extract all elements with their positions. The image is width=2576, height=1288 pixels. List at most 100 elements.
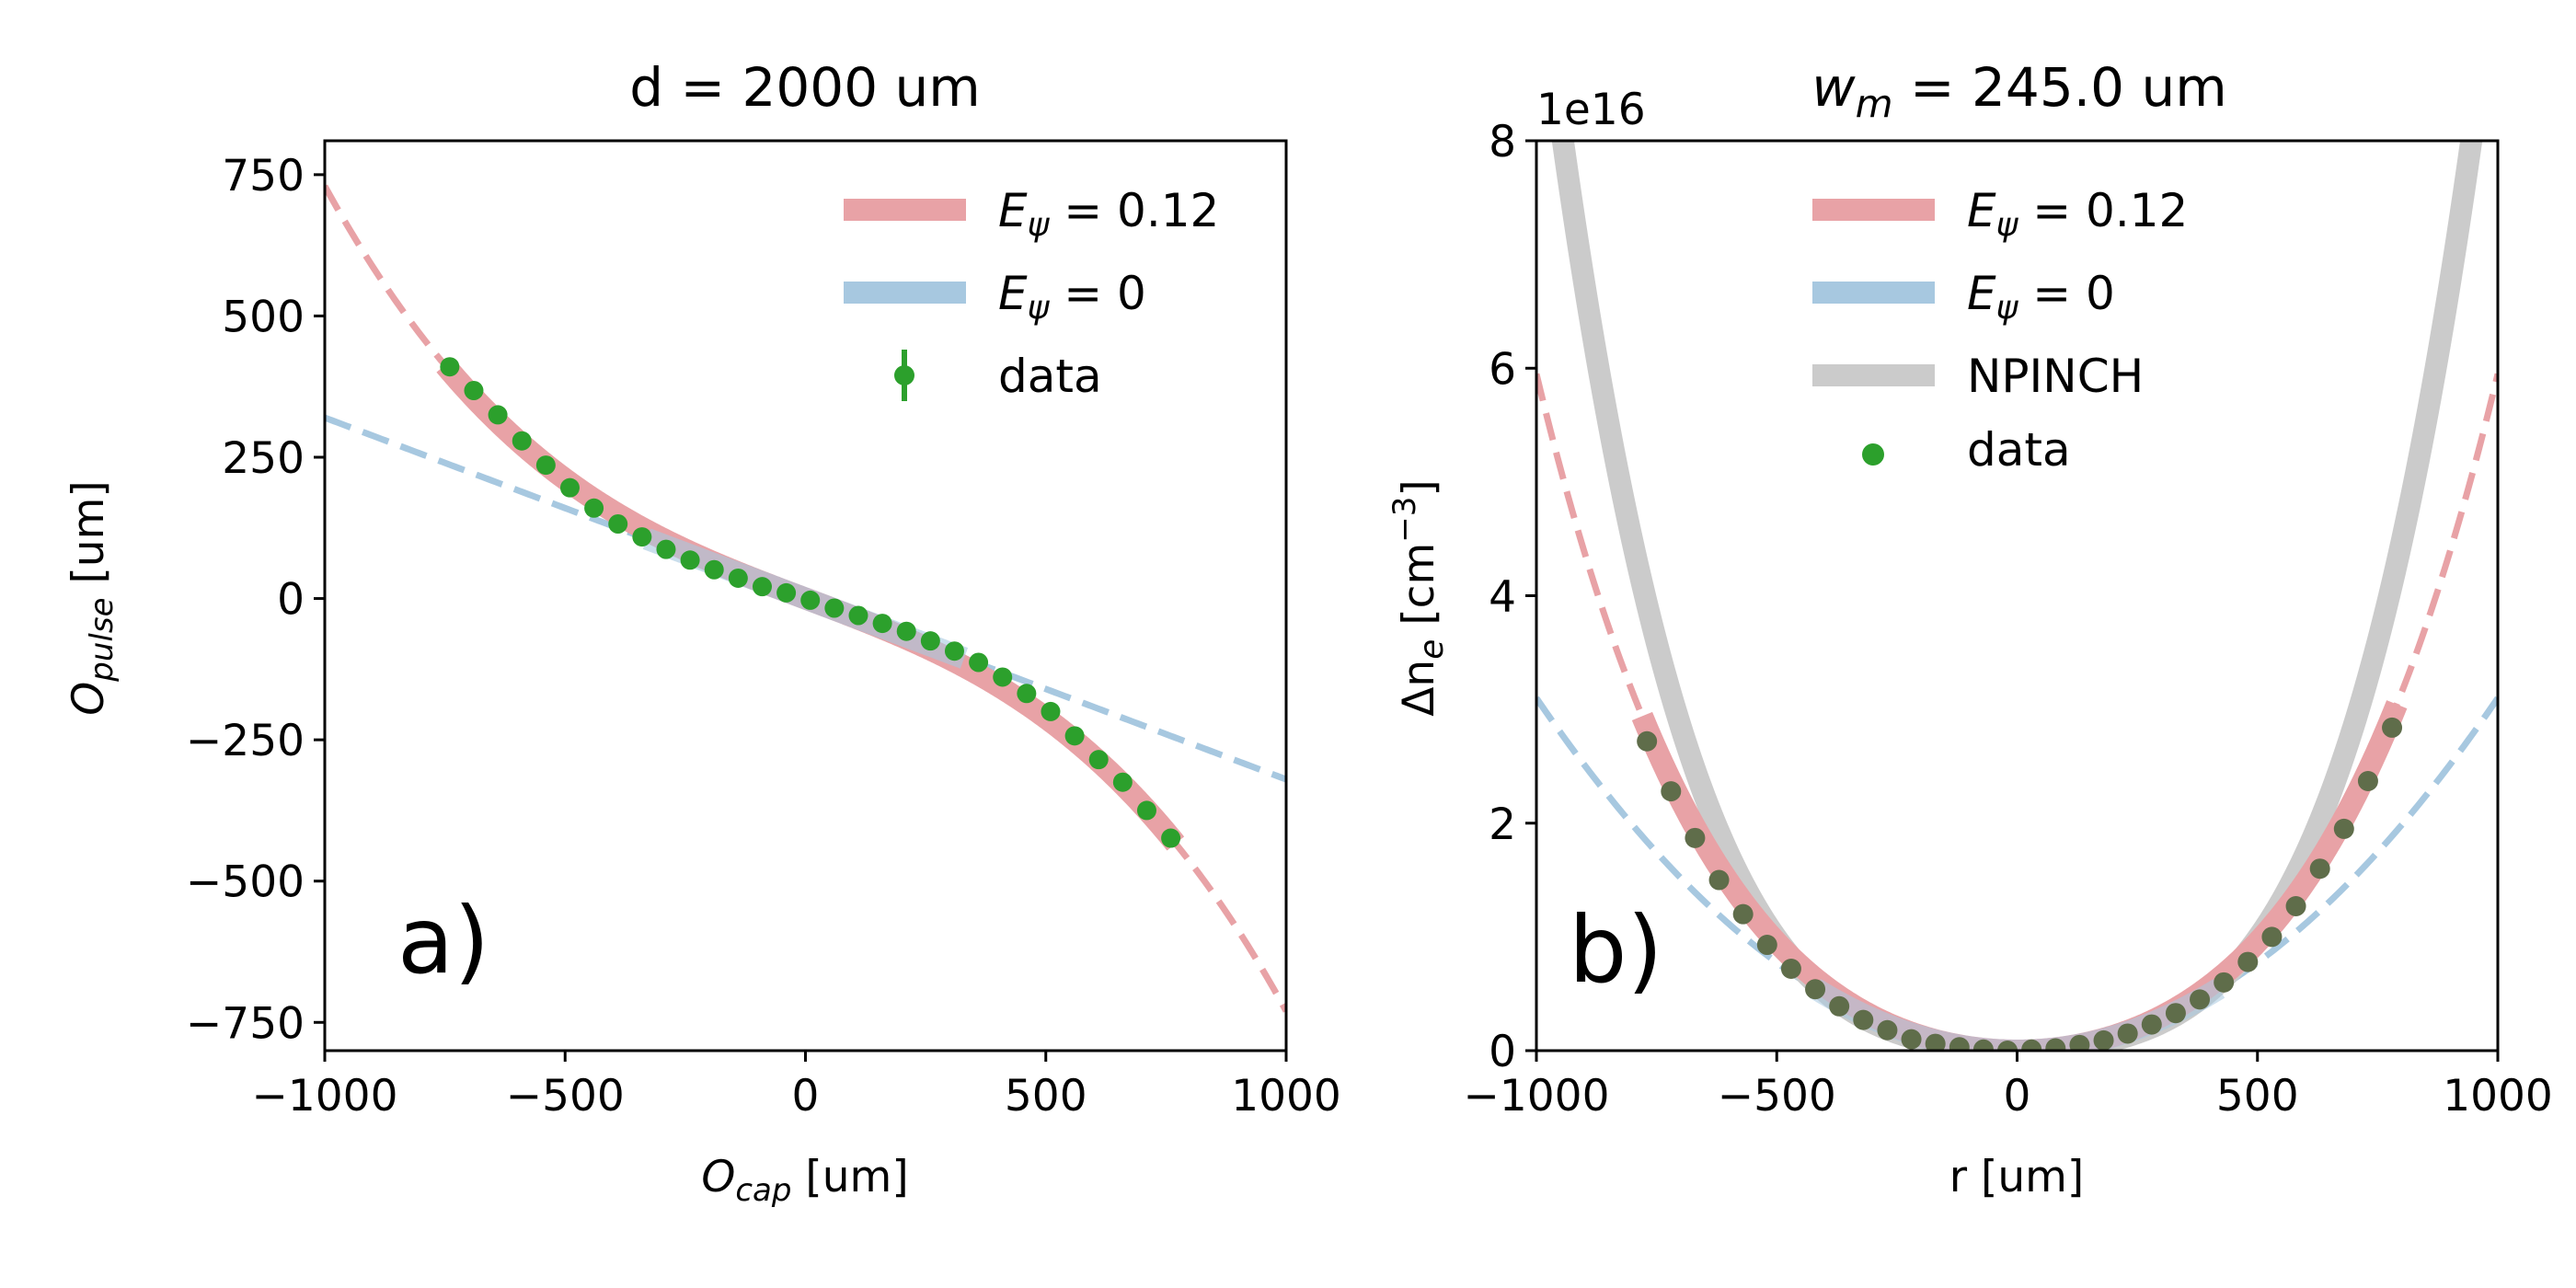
panel-a-data-point [680, 550, 700, 570]
panel-a-data-point [728, 568, 748, 588]
panel-b-data-point [1780, 958, 1801, 979]
panel-a-data-point [872, 614, 892, 634]
panel-a: d = 2000 um −1000 −500 0 500 1000 −750 −500 −2… [63, 56, 1341, 1209]
legend-a-marker-data [894, 365, 914, 385]
panel-b-x-tick-label: 1000 [2443, 1071, 2553, 1121]
panel-a-blue-dashed-line [325, 414, 1286, 783]
panel-a-x-tick-label: 500 [1005, 1071, 1087, 1121]
panel-a-data-point [512, 431, 532, 451]
panel-a-ylabel-unit: [um] [63, 480, 114, 597]
panel-b-data-point [1708, 869, 1730, 891]
panel-a-data-point [632, 527, 652, 547]
panel-a-data-point [584, 498, 604, 518]
panel-a-data-point [488, 405, 508, 425]
panel-b-offset-text: 1e16 [1536, 85, 1646, 135]
panel-b-data-point [2045, 1038, 2066, 1051]
panel-a-y-axis-label: Opulse [um] [63, 480, 121, 715]
panel-b-x-tick-label: 500 [2216, 1071, 2299, 1121]
panel-b-data-point [1901, 1029, 1922, 1050]
panel-b-data-point [1949, 1037, 1970, 1051]
panel-a-y-ticks: −750 −500 −250 0 250 500 750 [186, 151, 325, 1049]
panel-a-x-tick-label: 1000 [1231, 1071, 1341, 1121]
panel-a-data-point [848, 605, 868, 626]
panel-b-y-ticks: 0 2 4 6 8 [1489, 117, 1536, 1077]
panel-b: wm = 245.0 um 1e16 −1000 −500 0 500 1000 0 2 4… [1386, 56, 2553, 1202]
panel-b-blue-dashed-line [1536, 696, 2498, 1051]
panel-a-data-point [704, 559, 724, 580]
panel-a-title: d = 2000 um [629, 56, 981, 119]
panel-a-data-point [1064, 726, 1085, 746]
panel-b-data-point [1756, 935, 1777, 956]
panel-a-data-point [440, 357, 460, 377]
panel-a-data-point [559, 477, 580, 498]
panel-b-data-point [1972, 1039, 1994, 1051]
panel-a-x-tick-label: −1000 [252, 1071, 398, 1121]
panel-b-data-point [2117, 1023, 2138, 1044]
panel-b-y-tick-label: 4 [1489, 572, 1516, 623]
panel-a-x-tick-label: −500 [506, 1071, 625, 1121]
panel-b-data-point [2165, 1003, 2186, 1024]
panel-b-data-point [2285, 896, 2306, 916]
panel-a-x-axis-label: Ocap [um] [701, 1152, 908, 1209]
legend-b-label-blue: Eψ = 0 [1967, 267, 2115, 327]
panel-b-npinch-band [1551, 141, 2483, 1051]
panel-a-y-tick-label: 250 [222, 433, 305, 484]
panel-a-data-point [464, 381, 484, 401]
panel-a-data-point [1017, 684, 1037, 704]
panel-b-data-point [2333, 818, 2354, 839]
panel-a-data-point [944, 641, 964, 661]
panel-b-data-point [1829, 995, 1850, 1017]
panel-b-title: wm = 245.0 um [1811, 56, 2227, 126]
panel-b-data-point [2093, 1029, 2114, 1051]
legend-b-label-npinch: NPINCH [1967, 350, 2144, 403]
panel-b-x-tick-label: −1000 [1464, 1071, 1610, 1121]
panel-b-data-point [1925, 1033, 1946, 1051]
panel-b-data-point [2021, 1039, 2042, 1051]
panel-a-data-points [440, 357, 1181, 848]
panel-b-y-tick-label: 8 [1489, 117, 1516, 167]
panel-a-label: a) [397, 887, 489, 995]
panel-a-x-ticks: −1000 −500 0 500 1000 [252, 1051, 1341, 1121]
legend-a-label-data: data [998, 350, 1102, 403]
panel-a-data-point [824, 598, 845, 618]
panel-a-y-tick-label: −250 [186, 716, 305, 766]
panel-b-data-point [1661, 781, 1682, 802]
panel-a-data-point [993, 667, 1013, 687]
panel-b-data-point [2261, 926, 2283, 948]
panel-b-data-point [1732, 903, 1754, 925]
panel-b-y-tick-label: 6 [1489, 344, 1516, 395]
panel-a-data-point [752, 577, 772, 597]
panel-a-data-point [1041, 701, 1061, 721]
panel-a-legend: Eψ = 0.12 Eψ = 0 data [844, 184, 1219, 403]
panel-b-data-point [1685, 827, 1706, 848]
panel-a-data-point [656, 539, 676, 559]
panel-a-data-point [969, 652, 989, 673]
panel-b-x-axis-label: r [um] [1949, 1152, 2085, 1202]
panel-b-y-tick-label: 0 [1489, 1027, 1516, 1077]
panel-a-data-point [776, 582, 797, 603]
panel-a-data-point [1112, 772, 1133, 792]
panel-b-data-point [2382, 717, 2403, 738]
panel-b-legend: Eψ = 0.12 Eψ = 0 NPINCH data [1812, 184, 2188, 477]
panel-a-data-point [800, 590, 821, 610]
panel-b-data-points [1637, 717, 2403, 1051]
panel-b-data-point [2141, 1014, 2162, 1035]
panel-b-data-point [1997, 1041, 2018, 1051]
panel-a-y-tick-label: 500 [222, 292, 305, 342]
panel-b-data-point [2190, 989, 2211, 1010]
panel-a-y-tick-label: 750 [222, 151, 305, 201]
legend-a-label-blue: Eψ = 0 [998, 267, 1146, 327]
panel-b-data-point [2214, 972, 2235, 993]
panel-b-label: b) [1569, 896, 1663, 1004]
panel-a-y-tick-label: −750 [186, 998, 305, 1049]
panel-a-x-tick-label: 0 [792, 1071, 820, 1121]
legend-b-label-data: data [1967, 423, 2071, 477]
panel-a-data-point [896, 621, 916, 641]
panel-a-xlabel-unit: [um] [791, 1152, 908, 1202]
panel-b-data-point [1877, 1019, 1898, 1041]
panel-b-data-point [1637, 730, 1658, 752]
panel-a-data-point [535, 455, 556, 476]
panel-b-x-ticks: −1000 −500 0 500 1000 [1464, 1051, 2553, 1121]
panel-a-xlabel-sub: cap [735, 1172, 791, 1209]
panel-a-data-point [1088, 750, 1109, 770]
